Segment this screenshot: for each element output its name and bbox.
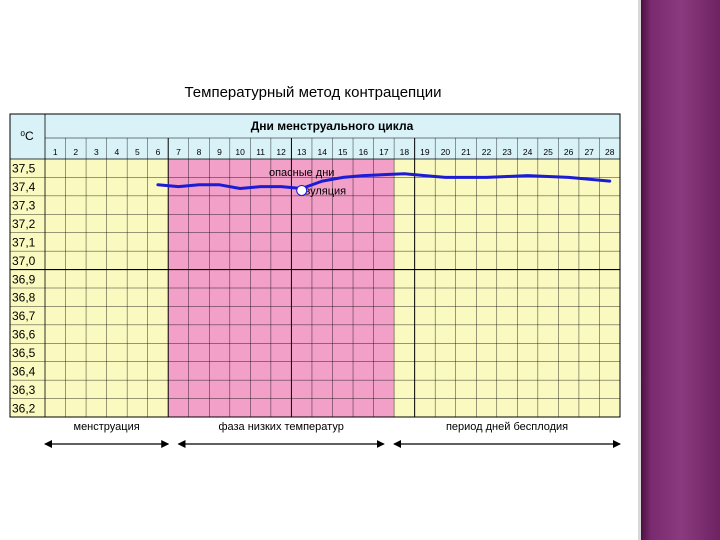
temp-tick-label: 36,4 [12,364,36,378]
day-tick-label: 14 [317,147,327,157]
temp-tick-label: 37,2 [12,217,36,231]
day-tick-label: 3 [94,147,99,157]
period-label: период дней бесплодия [446,421,568,433]
day-tick-label: 23 [502,147,512,157]
x-axis-title: Дни менструального цикла [251,119,414,133]
day-tick-label: 24 [523,147,533,157]
temp-tick-label: 37,5 [12,162,36,176]
day-tick-label: 25 [543,147,553,157]
day-tick-label: 8 [197,147,202,157]
temp-tick-label: 37,4 [12,180,36,194]
y-axis-unit: ⁰С [20,129,34,143]
day-tick-label: 5 [135,147,140,157]
day-tick-label: 4 [115,147,120,157]
period-label: фаза низких температур [218,421,343,433]
day-tick-label: 16 [359,147,369,157]
ovulation-marker [296,184,308,196]
day-tick-label: 17 [379,147,389,157]
temp-tick-label: 36,3 [12,383,36,397]
table-border [9,113,621,418]
day-tick-label: 21 [461,147,471,157]
day-tick-label: 13 [297,147,307,157]
temp-tick-label: 36,7 [12,309,36,323]
day-tick-label: 19 [420,147,430,157]
day-tick-label: 18 [400,147,410,157]
day-tick-label: 9 [217,147,222,157]
temp-tick-label: 36,8 [12,291,36,305]
day-tick-label: 20 [441,147,451,157]
day-tick-label: 26 [564,147,574,157]
day-tick-label: 2 [73,147,78,157]
temp-tick-label: 36,5 [12,346,36,360]
temp-tick-label: 37,3 [12,199,36,213]
day-tick-label: 15 [338,147,348,157]
temperature-series-line [156,172,612,190]
temp-tick-label: 37,1 [12,235,36,249]
chart-annotation: опасные дни [269,167,334,179]
day-tick-label: 22 [482,147,492,157]
unit-cell-background [10,114,45,159]
day-tick-label: 28 [605,147,615,157]
day-tick-label: 10 [235,147,245,157]
temp-tick-label: 36,6 [12,328,36,342]
decorative-side-panel [641,0,720,540]
day-tick-label: 27 [584,147,594,157]
period-label: менструация [74,421,140,433]
day-tick-label: 12 [276,147,286,157]
temp-tick-label: 36,9 [12,272,36,286]
day-tick-label: 1 [53,147,58,157]
day-tick-label: 11 [256,147,265,157]
panel-edge [638,0,641,540]
temp-tick-label: 36,2 [12,401,36,415]
day-tick-label: 6 [156,147,161,157]
chart-annotation: овуляция [298,185,346,197]
chart-title: Температурный метод контрацепции [184,84,441,101]
day-tick-label: 7 [176,147,181,157]
temp-tick-label: 37,0 [12,254,36,268]
